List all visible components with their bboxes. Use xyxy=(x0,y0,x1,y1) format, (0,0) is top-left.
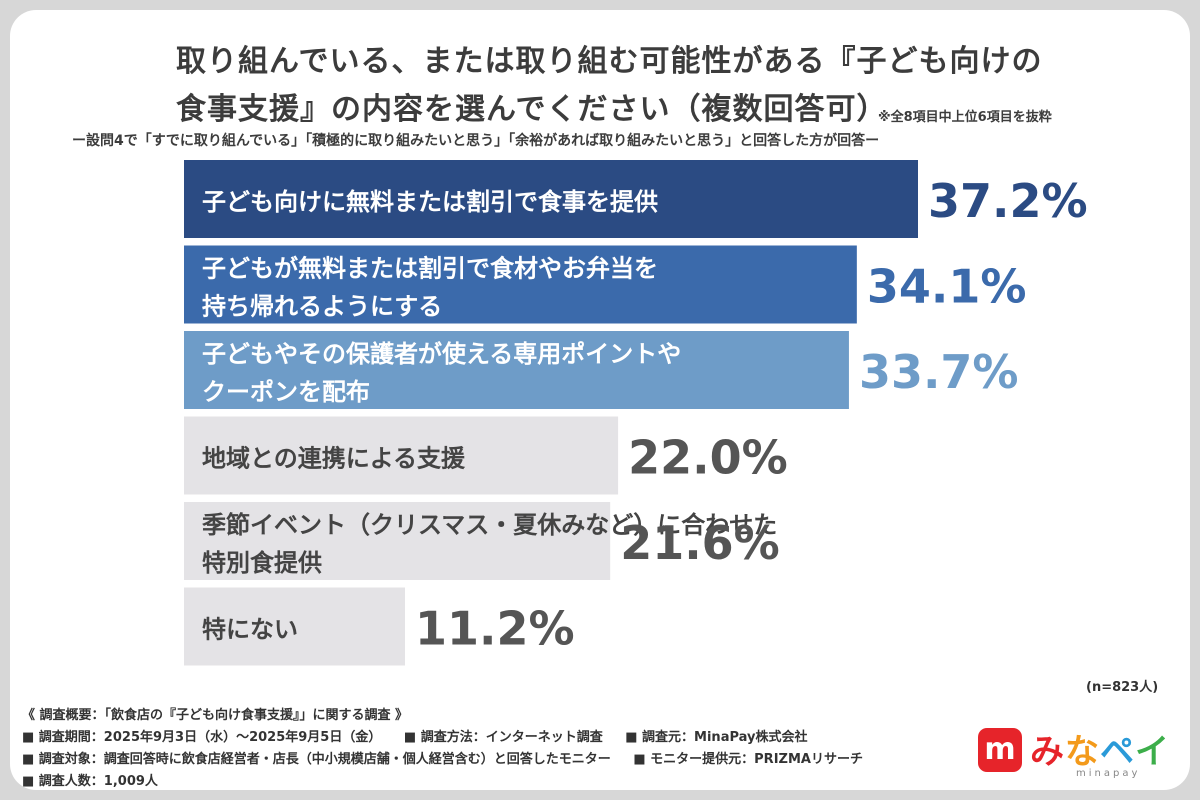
bar-2-label-line-2: 持ち帰れるようにする xyxy=(202,293,442,321)
bar-5-label-line-1: 季節イベント（クリスマス・夏休みなど）に合わせた xyxy=(202,511,777,539)
chart-title-line1: 取り組んでいる、または取り組む可能性がある『子ども向けの xyxy=(176,44,1043,79)
bar-2 xyxy=(184,245,857,324)
bar-3-label-line-1: 子どもやその保護者が使える専用ポイントや xyxy=(202,340,681,368)
bar-6-label-line-1: 特にない xyxy=(202,616,298,644)
chart-title-line2: 食事支援』の内容を選んでください（複数回答可） xyxy=(176,92,888,127)
logo-subtext: minapay xyxy=(1076,768,1141,779)
bar-chart: 子ども向けに無料または割引で食事を提供 37.2% 子どもが無料または割引で食材やお… xyxy=(184,160,1088,666)
bar-6 xyxy=(184,587,405,666)
survey-provider: ■ モニター提供元：PRIZMAリサーチ xyxy=(633,752,863,767)
bar-2-label-line-1: 子どもが無料または割引で食材やお弁当を xyxy=(202,255,658,283)
survey-count: ■ 調査人数：1,009人 xyxy=(22,774,158,789)
bar-4-value-label: 22.0% xyxy=(628,431,788,485)
survey-summary: 《 調査概要：「飲食店の『子ども向け食事支援』」に関する調査 》 ■ 調査期間：… xyxy=(22,705,881,790)
survey-row-1: ■ 調査期間：2025年9月3日（水）〜2025年9月5日（金） ■ 調査方法：… xyxy=(22,727,881,749)
bar-5 xyxy=(184,502,611,580)
survey-period: ■ 調査期間：2025年9月3日（水）〜2025年9月5日（金） xyxy=(22,730,382,745)
bar-3-value-label: 33.7% xyxy=(859,345,1019,399)
bar-6-value-label: 11.2% xyxy=(415,602,575,656)
survey-heading: 《 調査概要：「飲食店の『子ども向け食事支援』」に関する調査 》 xyxy=(22,708,409,723)
survey-method: ■ 調査方法：インターネット調査 xyxy=(403,730,603,745)
survey-row-2: ■ 調査対象：調査回答時に飲食店経営者・店長（中小規模店舗・個人経営含む）と回答… xyxy=(22,749,881,771)
chart-card: 取り組んでいる、または取り組む可能性がある『子ども向けの 食事支援』の内容を選ん… xyxy=(10,10,1190,790)
survey-target: ■ 調査対象：調査回答時に飲食店経営者・店長（中小規模店舗・個人経営含む）と回答… xyxy=(22,752,611,767)
sample-size: (n=823人) xyxy=(1086,680,1159,695)
bar-3-label-line-2: クーポンを配布 xyxy=(202,378,370,406)
bar-5-label-line-2: 特別食提供 xyxy=(202,549,322,577)
survey-source: ■ 調査元：MinaPay株式会社 xyxy=(625,730,808,745)
bar-4-label-line-1: 地域との連携による支援 xyxy=(202,445,466,473)
chart-note: ※全8項目中上位6項目を抜粋 xyxy=(878,110,1052,125)
bar-1 xyxy=(184,160,918,238)
bar-2-value-label: 34.1% xyxy=(867,260,1027,314)
bar-1-label-line-1: 子ども向けに無料または割引で食事を提供 xyxy=(202,188,658,216)
logo-badge-icon: m xyxy=(978,728,1022,772)
chart-subtitle: ー設問4で「すでに取り組んでいる」「積極的に取り組みたいと思う」「余裕があれば取… xyxy=(72,133,880,149)
bar-1-value-label: 37.2% xyxy=(928,174,1088,228)
logo-text: みなペイ xyxy=(1030,732,1170,772)
bar-4 xyxy=(184,416,619,495)
minapay-logo: m みなペイ minapay xyxy=(978,722,1178,782)
bar-3 xyxy=(184,331,849,409)
bar-5-value-label: 21.6% xyxy=(620,516,780,570)
